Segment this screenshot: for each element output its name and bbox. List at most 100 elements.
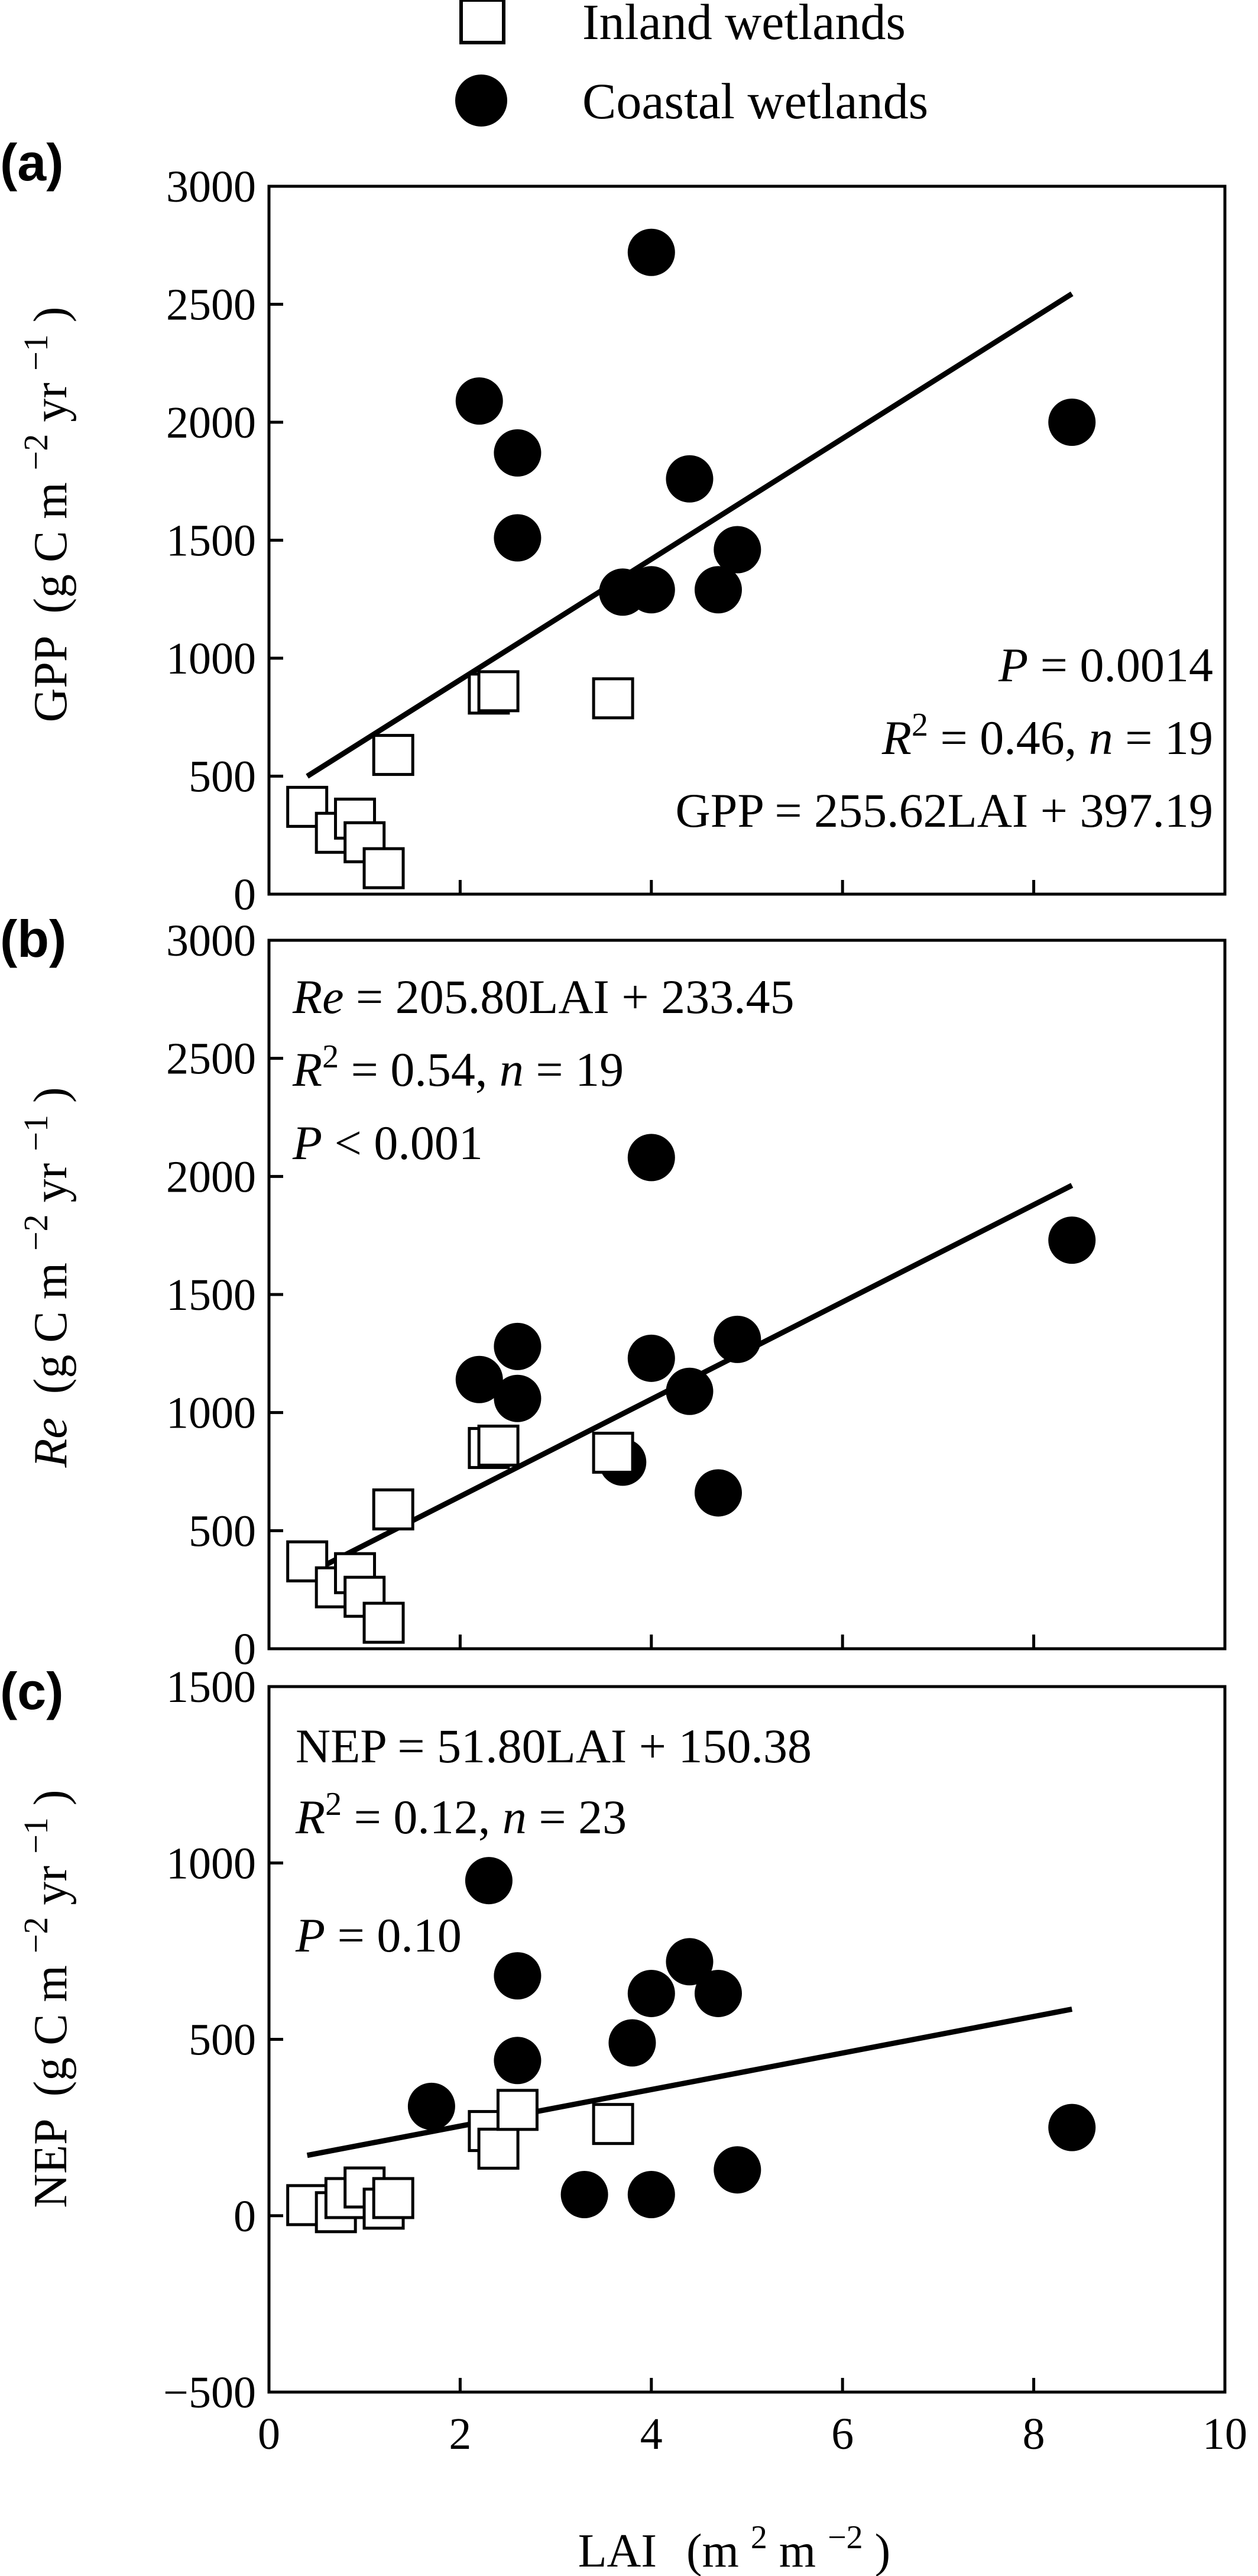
y-axis-title-b-unit-close: ) xyxy=(25,1087,77,1103)
x-tick-label: 2 xyxy=(449,2409,471,2459)
data-point-inland xyxy=(362,1601,405,1644)
y-tick-label-a: 3000 xyxy=(166,162,256,212)
data-point-inland xyxy=(477,670,520,713)
y-tick-label-c: 0 xyxy=(234,2192,256,2241)
data-point-inland xyxy=(372,734,414,776)
annotation-c-equation: NEP = 51.80LAI + 150.38 xyxy=(296,1719,812,1773)
panel-label-b: (b) xyxy=(0,910,66,968)
data-point-inland xyxy=(362,847,405,889)
data-point-coastal xyxy=(494,1952,542,2000)
annotation-b-r2: R2 = 0.54, n = 19 xyxy=(292,1038,624,1096)
data-point-inland xyxy=(592,1432,634,1474)
legend-label-inland: Inland wetlands xyxy=(582,0,906,50)
y-axis-title-a: GPP (g C m −2 yr −1 ) xyxy=(17,307,77,723)
regression-line-a xyxy=(306,291,1074,779)
x-axis-title-main: LAI xyxy=(578,2525,657,2576)
legend-marker-inland xyxy=(459,0,505,44)
annotation-c-p: P = 0.10 xyxy=(295,1908,462,1962)
y-tick-label-b: 1000 xyxy=(166,1389,256,1438)
data-point-coastal xyxy=(714,2146,761,2194)
data-point-coastal xyxy=(627,228,675,276)
panel-label-a: (a) xyxy=(0,133,64,192)
y-tick-label-a: 1000 xyxy=(166,634,256,684)
legend: Inland wetlands Coastal wetlands xyxy=(455,0,928,130)
x-tick-label: 10 xyxy=(1202,2409,1247,2459)
data-point-coastal xyxy=(666,1367,714,1415)
data-point-inland xyxy=(477,1425,520,1467)
y-axis-title-b-unit-open: (g C m xyxy=(25,1263,77,1394)
y-axis-title-c-exp1: −2 xyxy=(17,1917,55,1953)
data-point-coastal xyxy=(494,1322,542,1370)
data-point-inland xyxy=(592,2103,634,2145)
data-point-coastal xyxy=(627,1969,675,2017)
data-point-coastal xyxy=(627,1134,675,1182)
y-tick-label-c: 1000 xyxy=(166,1839,256,1888)
data-point-coastal xyxy=(455,1355,503,1403)
x-axis-title-exp2: −2 xyxy=(828,2519,863,2556)
panel-b-plot: 0 500 1000 1500 2000 2500 3000 xyxy=(166,916,1227,1674)
data-point-coastal xyxy=(714,1315,761,1363)
y-axis-title-b-var: Re xyxy=(25,1418,77,1468)
panel-a-plot: 0 500 1000 1500 2000 2500 3000 xyxy=(166,162,1227,920)
data-point-coastal xyxy=(1048,399,1096,446)
data-point-coastal xyxy=(407,2082,455,2130)
data-point-coastal xyxy=(666,1938,714,1986)
annotation-a-p: P = 0.0014 xyxy=(998,638,1213,692)
data-point-inland xyxy=(496,2089,539,2131)
annotation-b: Re = 205.80LAI + 233.45 R2 = 0.54, n = 1… xyxy=(292,970,795,1170)
data-point-coastal xyxy=(666,455,714,503)
y-axis-title-a-unit-close: ) xyxy=(25,307,77,323)
y-tick-label-b: 500 xyxy=(189,1506,256,1556)
annotation-c-r2: R2 = 0.12, n = 23 xyxy=(295,1786,627,1844)
regression-line-c xyxy=(306,2007,1073,2158)
data-point-inland xyxy=(286,785,329,828)
y-tick-label-b: 2000 xyxy=(166,1152,256,1202)
data-point-coastal xyxy=(1048,2103,1096,2151)
data-point-coastal xyxy=(494,1374,542,1422)
x-axis-title: LAI (m 2 m −2 ) xyxy=(578,2519,891,2576)
y-tick-label-a: 2000 xyxy=(166,398,256,448)
y-tick-label-a: 2500 xyxy=(166,280,256,330)
data-point-coastal xyxy=(1048,1216,1096,1264)
annotation-c: NEP = 51.80LAI + 150.38 R2 = 0.12, n = 2… xyxy=(295,1719,812,1962)
data-point-coastal xyxy=(608,2019,656,2067)
x-tick-label: 8 xyxy=(1023,2409,1045,2459)
y-tick-label-b: 2500 xyxy=(166,1034,256,1084)
data-point-coastal xyxy=(627,566,675,614)
y-tick-label-a: 0 xyxy=(234,870,256,920)
y-tick-label-a: 1500 xyxy=(166,516,256,566)
x-axis-title-unit-open: (m xyxy=(686,2525,739,2576)
annotation-a-r2: R2 = 0.46, n = 19 xyxy=(881,707,1213,765)
x-tick-label: 0 xyxy=(258,2409,280,2459)
y-axis-title-c: NEP (g C m −2 yr −1 ) xyxy=(17,1789,77,2208)
legend-label-coastal: Coastal wetlands xyxy=(582,73,928,130)
y-tick-label-c: 500 xyxy=(189,2015,256,2065)
y-axis-title-c-unit-mid: yr xyxy=(25,1866,77,1905)
x-tick-label: 6 xyxy=(831,2409,854,2459)
data-point-coastal xyxy=(627,2170,675,2218)
annotation-a: P = 0.0014 R2 = 0.46, n = 19 GPP = 255.6… xyxy=(676,638,1214,837)
x-axis-title-unit-mid: m xyxy=(779,2525,816,2576)
data-point-coastal xyxy=(714,526,761,574)
data-point-coastal xyxy=(494,429,542,477)
annotation-b-equation: Re = 205.80LAI + 233.45 xyxy=(292,970,795,1024)
panel-label-c: (c) xyxy=(0,1662,64,1720)
y-tick-label-c: 1500 xyxy=(166,1662,256,1712)
data-point-inland xyxy=(477,2127,520,2170)
y-axis-title-a-exp2: −1 xyxy=(17,334,55,371)
y-tick-label-b: 1500 xyxy=(166,1270,256,1320)
y-axis-title-b: Re (g C m −2 yr −1 ) xyxy=(17,1087,77,1468)
y-axis-title-b-unit-mid: yr xyxy=(25,1163,77,1203)
data-point-coastal xyxy=(694,1969,742,2017)
y-tick-label-a: 500 xyxy=(189,752,256,802)
y-axis-title-b-exp1: −2 xyxy=(17,1214,55,1251)
data-point-coastal xyxy=(627,1334,675,1382)
data-point-coastal xyxy=(560,2170,608,2218)
x-tick-label: 4 xyxy=(640,2409,663,2459)
data-point-coastal xyxy=(494,2037,542,2085)
y-axis-title-c-unit-close: ) xyxy=(25,1789,77,1805)
data-point-coastal xyxy=(465,1857,513,1905)
data-point-coastal xyxy=(494,514,542,562)
